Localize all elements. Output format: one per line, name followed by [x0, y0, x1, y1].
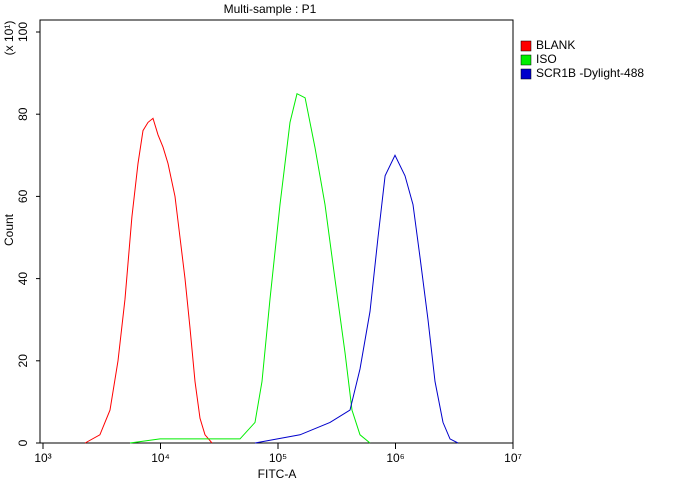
legend-label: SCR1B -Dylight-488	[536, 66, 644, 80]
x-tick-label: 10⁶	[386, 451, 404, 465]
y-scale-label: (x 10¹)	[2, 21, 16, 56]
x-axis-label: FITC-A	[258, 467, 297, 481]
x-tick-label: 10⁵	[269, 451, 287, 465]
y-tick-label: 60	[16, 189, 30, 203]
x-tick-label: 10⁷	[504, 451, 522, 465]
legend-label: ISO	[536, 52, 557, 66]
x-tick-label: 10³	[34, 451, 51, 465]
y-axis-label: Count	[2, 213, 16, 246]
y-tick-label: 80	[16, 107, 30, 121]
series-line	[84, 117, 213, 444]
y-tick-label: 0	[16, 439, 30, 446]
series-line	[129, 92, 371, 444]
legend-swatch	[520, 54, 532, 66]
x-tick-label: 10⁴	[151, 451, 170, 465]
plot-frame	[39, 19, 514, 444]
legend-swatch	[520, 68, 532, 80]
y-tick-label: 40	[16, 272, 30, 286]
legend-label: BLANK	[536, 38, 575, 52]
series-line	[254, 154, 459, 444]
chart-title: Multi-sample : P1	[224, 2, 317, 16]
y-tick-label: 20	[16, 354, 30, 368]
y-tick-label: 100	[16, 22, 30, 42]
legend-swatch	[520, 40, 532, 52]
